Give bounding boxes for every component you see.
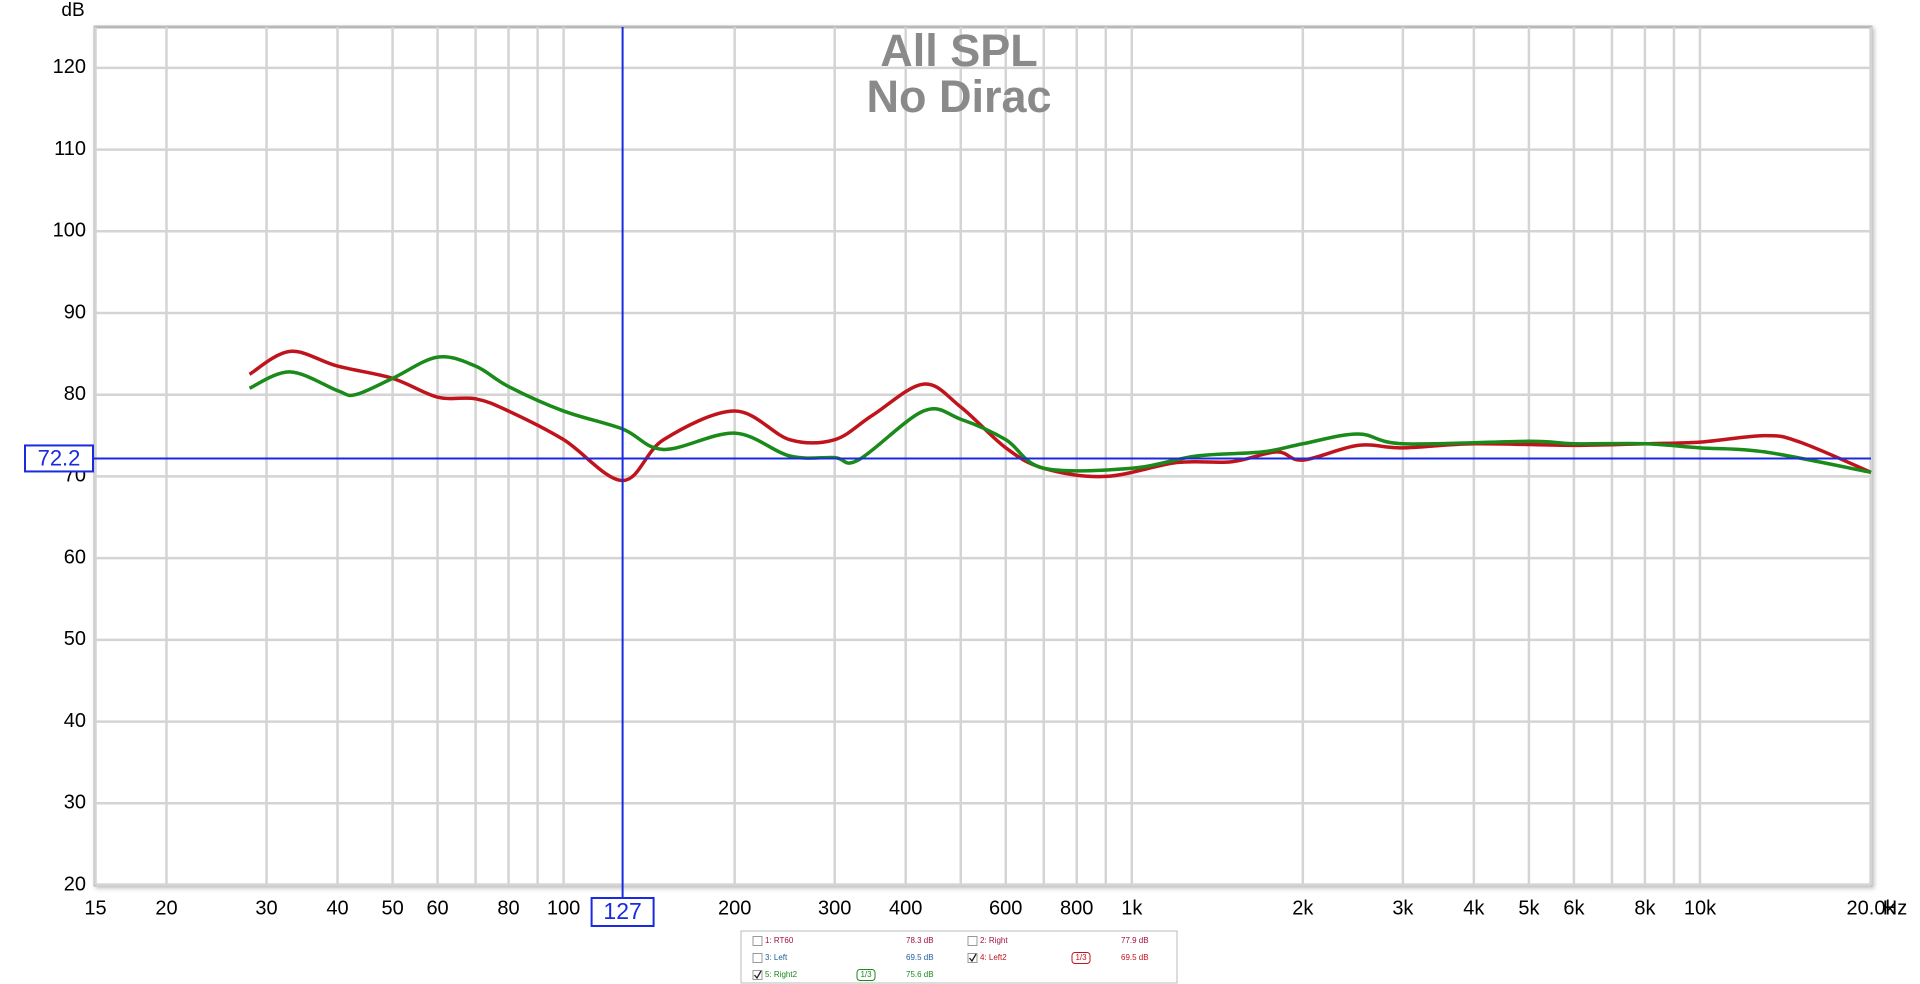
chart-subtitle: No Dirac <box>866 71 1051 122</box>
y-tick-label: 90 <box>64 301 86 323</box>
x-tick-label: 15 <box>84 897 106 919</box>
x-tick-label: 10k <box>1684 897 1717 919</box>
y-axis-label: dB <box>61 0 84 21</box>
legend-level: 75.6 dB <box>906 970 934 979</box>
legend-name: 2: Right <box>980 936 1008 945</box>
y-tick-label: 50 <box>64 628 86 650</box>
x-tick-label: 800 <box>1060 897 1093 919</box>
y-tick-label: 40 <box>64 710 86 732</box>
x-tick-label: 4k <box>1463 897 1485 919</box>
legend-name: 4: Left2 <box>980 953 1007 962</box>
y-tick-label: 80 <box>64 383 86 405</box>
y-tick-label: 30 <box>64 792 86 814</box>
x-tick-label: 20 <box>155 897 177 919</box>
x-tick-label: 2k <box>1292 897 1314 919</box>
legend-level: 77.9 dB <box>1121 936 1149 945</box>
legend-smoothing: 1/3 <box>1075 953 1087 962</box>
x-tick-label: 40 <box>326 897 348 919</box>
legend-smoothing-box <box>856 969 876 981</box>
legend-checkbox <box>752 970 763 980</box>
x-axis-label: Hz <box>1883 897 1907 919</box>
cursor-y-box <box>24 444 94 473</box>
x-tick-label: 80 <box>497 897 519 919</box>
x-tick-label: 1k <box>1121 897 1143 919</box>
legend-level: 78.3 dB <box>906 936 934 945</box>
legend-checkbox <box>967 953 978 963</box>
x-tick-label: 5k <box>1518 897 1540 919</box>
legend-checkbox <box>752 936 763 946</box>
legend-smoothing: 1/3 <box>860 970 872 979</box>
cursor-x-label: 127 <box>603 898 641 924</box>
legend-checkbox <box>752 953 763 963</box>
legend-level: 69.5 dB <box>906 953 934 962</box>
legend-level: 69.5 dB <box>1121 953 1149 962</box>
x-tick-label: 300 <box>818 897 851 919</box>
y-tick-label: 20 <box>64 873 86 895</box>
x-tick-label: 50 <box>381 897 403 919</box>
y-tick-label: 110 <box>54 138 86 160</box>
x-tick-label: 100 <box>547 897 580 919</box>
chart-title: All SPL <box>880 25 1038 76</box>
series-line <box>248 354 1872 475</box>
y-tick-label: 120 <box>53 56 86 78</box>
legend-name: 3: Left <box>765 953 788 962</box>
legend-name: 5: Right2 <box>765 970 798 979</box>
x-tick-label: 200 <box>718 897 751 919</box>
x-tick-label: 3k <box>1392 897 1414 919</box>
x-tick-label: 30 <box>255 897 277 919</box>
legend-check <box>754 970 762 980</box>
x-tick-label: 8k <box>1634 897 1656 919</box>
legend-box <box>740 930 1178 984</box>
y-tick-label: 60 <box>64 546 86 568</box>
cursor-y-label: 72.2 <box>38 445 81 470</box>
x-tick-label: 20.0k <box>1847 897 1897 919</box>
y-tick-label: 100 <box>53 220 86 242</box>
legend-checkbox <box>967 936 978 946</box>
x-tick-label: 600 <box>989 897 1022 919</box>
x-tick-label: 60 <box>426 897 448 919</box>
plot-frame <box>93 25 1873 887</box>
cursor-x-box <box>590 897 655 927</box>
x-tick-label: 400 <box>889 897 922 919</box>
legend-name: 1: RT60 <box>765 936 794 945</box>
x-tick-label: 6k <box>1563 897 1585 919</box>
legend-check <box>969 953 977 963</box>
legend-smoothing-box <box>1071 952 1091 964</box>
